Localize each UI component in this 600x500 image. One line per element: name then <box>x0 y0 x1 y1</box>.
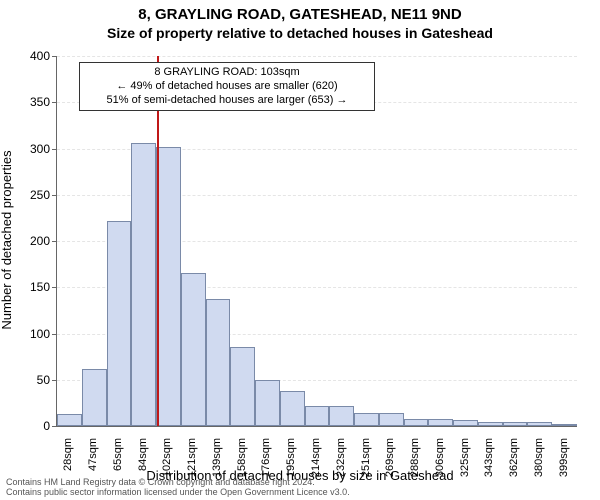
ytick-label: 400 <box>0 49 50 63</box>
annotation-box: 8 GRAYLING ROAD: 103sqm← 49% of detached… <box>79 62 375 111</box>
histogram-bar <box>107 221 132 426</box>
histogram-bar <box>82 369 107 426</box>
histogram-bar <box>280 391 305 426</box>
histogram-bar <box>57 414 82 426</box>
histogram-bar <box>206 299 231 426</box>
histogram-bar <box>527 422 552 426</box>
annotation-line: 51% of semi-detached houses are larger (… <box>86 94 368 108</box>
ytick-label: 0 <box>0 419 50 433</box>
plot-area: 8 GRAYLING ROAD: 103sqm← 49% of detached… <box>56 56 577 427</box>
histogram-bar <box>305 406 330 426</box>
histogram-bar <box>478 422 503 426</box>
gridline <box>57 56 577 57</box>
ytick-label: 350 <box>0 95 50 109</box>
histogram-bar <box>503 422 528 426</box>
chart-container: 8, GRAYLING ROAD, GATESHEAD, NE11 9ND Si… <box>0 0 600 500</box>
histogram-bar <box>156 147 181 426</box>
ytick-label: 150 <box>0 280 50 294</box>
histogram-bar <box>181 273 206 426</box>
ytick-label: 100 <box>0 327 50 341</box>
annotation-line: 8 GRAYLING ROAD: 103sqm <box>86 66 368 80</box>
ytick-label: 50 <box>0 373 50 387</box>
histogram-bar <box>379 413 404 426</box>
histogram-bar <box>404 419 429 426</box>
page-title: 8, GRAYLING ROAD, GATESHEAD, NE11 9ND <box>0 6 600 23</box>
histogram-bar <box>453 420 478 426</box>
histogram-bar <box>131 143 156 426</box>
histogram-bar <box>428 419 453 426</box>
reference-line <box>157 56 159 426</box>
histogram-bar <box>354 413 379 426</box>
footer-attribution: Contains HM Land Registry data © Crown c… <box>6 478 350 498</box>
page-subtitle: Size of property relative to detached ho… <box>0 25 600 41</box>
ytick-label: 300 <box>0 142 50 156</box>
ytick-label: 200 <box>0 234 50 248</box>
ytick-label: 250 <box>0 188 50 202</box>
histogram-bar <box>255 380 280 426</box>
histogram-bar <box>329 406 354 426</box>
annotation-line: ← 49% of detached houses are smaller (62… <box>86 80 368 94</box>
histogram-bar <box>552 424 577 426</box>
histogram-bar <box>230 347 255 426</box>
footer-line-2: Contains public sector information licen… <box>6 488 350 498</box>
